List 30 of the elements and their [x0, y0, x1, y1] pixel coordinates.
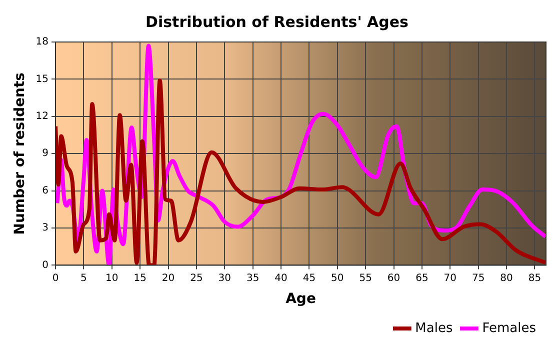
- y-tick-label: 18: [36, 36, 49, 48]
- y-tick-label: 15: [36, 74, 49, 85]
- y-tick-label: 9: [42, 148, 49, 160]
- x-tick-label: 20: [162, 272, 175, 284]
- y-axis-title: Number of residents: [12, 72, 28, 235]
- x-tick-label: 60: [387, 272, 400, 284]
- x-tick-label: 50: [331, 272, 344, 284]
- x-tick-label: 40: [274, 272, 288, 284]
- x-tick-label: 30: [218, 272, 232, 284]
- x-tick-label: 15: [134, 272, 146, 284]
- x-tick-label: 75: [472, 272, 485, 284]
- x-tick-label: 5: [80, 272, 87, 284]
- y-tick-label: 6: [42, 185, 49, 196]
- x-tick-label: 10: [106, 272, 118, 284]
- y-tick-label: 0: [42, 260, 49, 271]
- x-tick-label: 65: [416, 272, 428, 284]
- y-tick-label: 12: [36, 110, 49, 122]
- chart-title: Distribution of Residents' Ages: [146, 12, 409, 31]
- x-tick-label: 85: [528, 272, 542, 284]
- x-tick-label: 45: [302, 272, 316, 284]
- y-tick-label: 3: [42, 222, 49, 234]
- x-tick-label: 55: [359, 272, 372, 284]
- x-tick-label: 0: [52, 272, 59, 284]
- x-tick-label: 70: [444, 272, 457, 284]
- x-tick-label: 35: [246, 272, 260, 284]
- legend-label: Females: [482, 320, 536, 336]
- legend-label: Males: [415, 320, 453, 336]
- x-tick-label: 25: [190, 272, 203, 284]
- x-axis-title: Age: [286, 291, 316, 308]
- x-tick-label: 80: [500, 272, 513, 284]
